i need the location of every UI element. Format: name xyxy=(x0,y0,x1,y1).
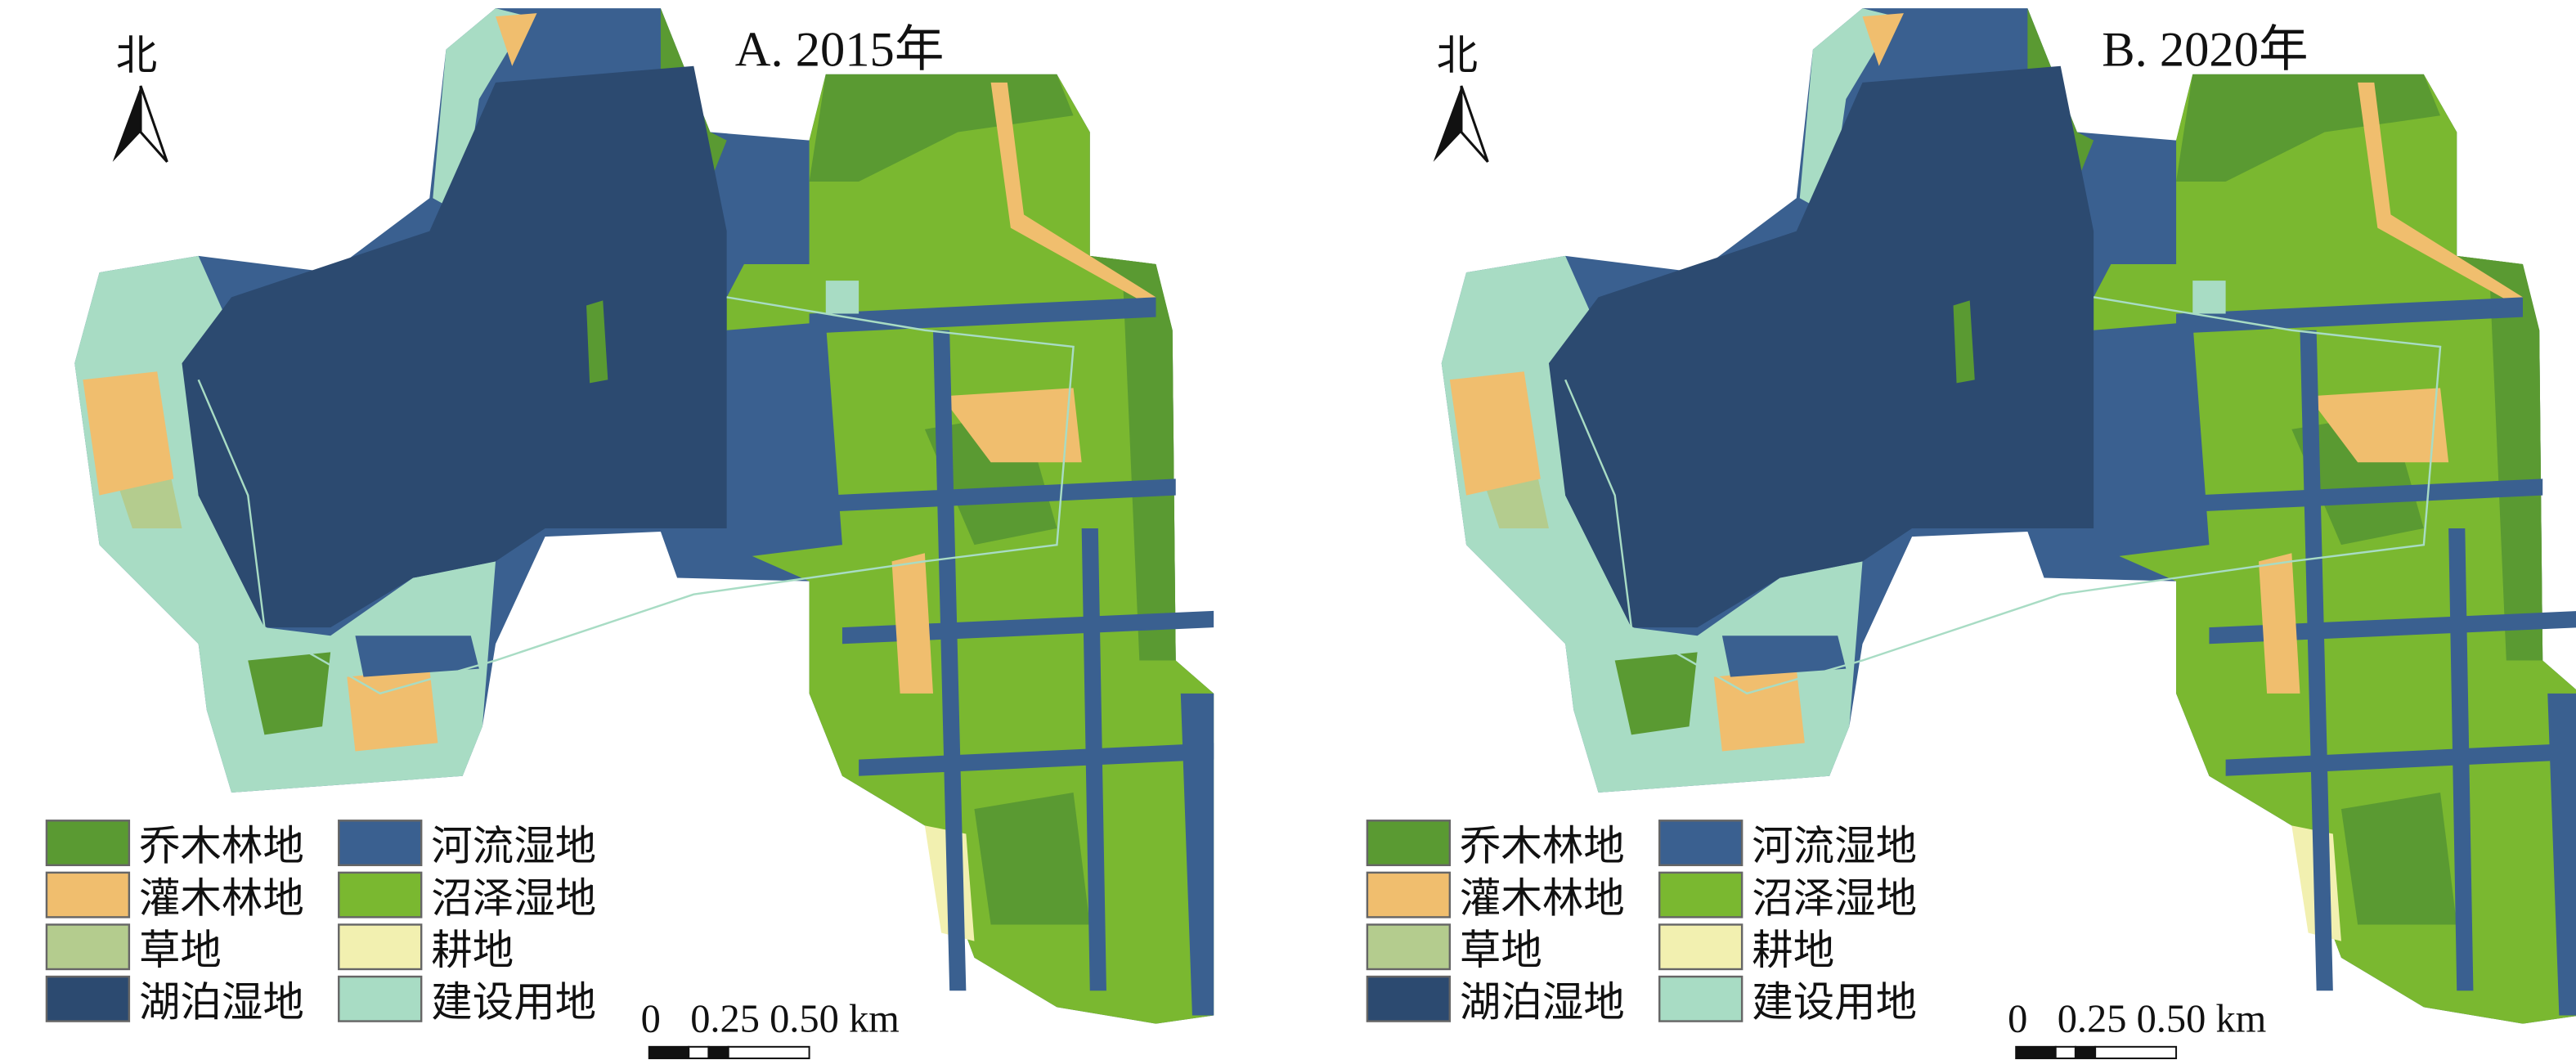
panel-a: A. 2015年 北 0 0.25 0.50 km 乔木林地灌木林地草地湖泊湿地… xyxy=(45,7,1215,1059)
scale-bar xyxy=(648,1045,810,1059)
legend-label: 乔木林地 xyxy=(139,822,304,870)
legend-swatch xyxy=(338,923,423,971)
panel-title: B. 2020年 xyxy=(2102,23,2308,78)
legend-swatch xyxy=(45,975,131,1022)
legend-swatch xyxy=(1658,871,1744,919)
scale-label: 0 0.25 0.50 km xyxy=(2008,998,2266,1041)
legend-label: 乔木林地 xyxy=(1460,822,1625,870)
legend-label: 耕地 xyxy=(1752,926,1834,974)
north-arrow-icon-half xyxy=(139,85,168,163)
legend-swatch xyxy=(1658,923,1744,971)
legend-label: 河流湿地 xyxy=(1752,822,1917,870)
legend-swatch xyxy=(1366,871,1452,919)
legend-swatch xyxy=(1366,923,1452,971)
north-label: 北 xyxy=(1437,31,1478,79)
legend-label: 草地 xyxy=(139,926,222,974)
legend-label: 沼泽湿地 xyxy=(431,874,596,922)
scale-label: 0 0.25 0.50 km xyxy=(641,998,900,1041)
legend-label: 耕地 xyxy=(431,926,514,974)
north-arrow-icon xyxy=(112,85,141,162)
legend-label: 建设用地 xyxy=(431,978,596,1026)
north-arrow-icon xyxy=(1433,85,1461,162)
legend-label: 湖泊湿地 xyxy=(139,978,304,1026)
legend-label: 湖泊湿地 xyxy=(1460,978,1625,1026)
legend-label: 建设用地 xyxy=(1752,978,1917,1026)
legend-label: 灌木林地 xyxy=(139,874,304,922)
legend-swatch xyxy=(1366,820,1452,867)
legend-swatch xyxy=(45,923,131,971)
legend-swatch xyxy=(338,871,423,919)
legend-swatch xyxy=(338,820,423,867)
land-use-map-2015 xyxy=(74,7,1215,1025)
legend-swatch xyxy=(1658,820,1744,867)
north-arrow-icon-half xyxy=(1460,85,1489,163)
legend-label: 沼泽湿地 xyxy=(1752,874,1917,922)
panel-b: B. 2020年 北 0 0.25 0.50 km 乔木林地灌木林地草地湖泊湿地… xyxy=(1366,7,2576,1059)
legend-swatch xyxy=(45,820,131,867)
legend-label: 草地 xyxy=(1460,926,1542,974)
panel-title: A. 2015年 xyxy=(735,23,945,78)
land-use-map-2020 xyxy=(1440,7,2576,1025)
legend-swatch xyxy=(1366,975,1452,1022)
legend-label: 河流湿地 xyxy=(431,822,596,870)
legend-swatch xyxy=(45,871,131,919)
north-label: 北 xyxy=(116,31,157,79)
legend-swatch xyxy=(338,975,423,1022)
scale-bar xyxy=(2015,1045,2178,1059)
legend-label: 灌木林地 xyxy=(1460,874,1625,922)
legend-swatch xyxy=(1658,975,1744,1022)
